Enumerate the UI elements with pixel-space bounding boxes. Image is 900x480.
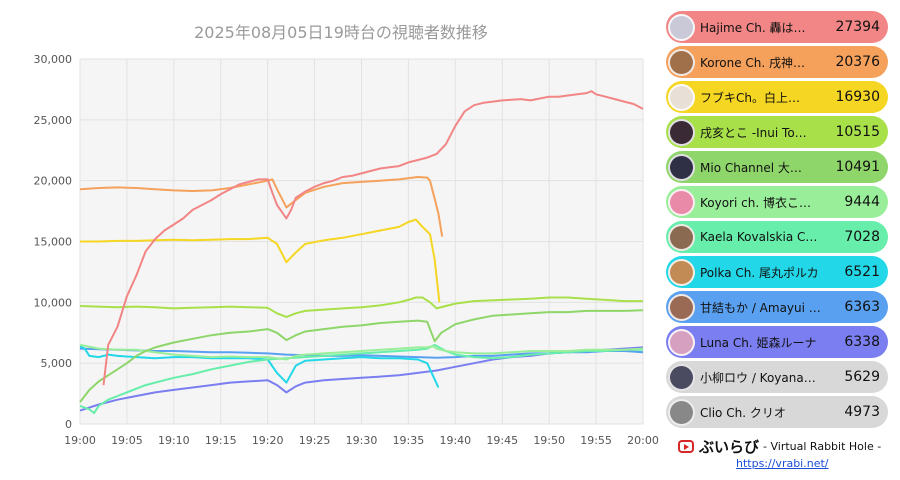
- legend-item: 甘結もか / Amayui … 6363: [666, 291, 888, 323]
- x-tick-label: 19:50: [533, 434, 565, 447]
- brand-name: ぶいらび: [699, 438, 760, 456]
- series-line: [80, 218, 441, 303]
- x-tick-label: 19:35: [393, 434, 425, 447]
- gridlines: [79, 58, 644, 425]
- legend-value: 27394: [835, 19, 880, 35]
- x-tick-label: 19:45: [486, 434, 518, 447]
- legend-name: Korone Ch. 戌神…: [700, 55, 806, 70]
- legend-name: Polka Ch. 尾丸ポルカ: [700, 265, 819, 280]
- x-tick-label: 19:15: [205, 434, 237, 447]
- legend-item: Koyori ch. 博衣こ… 9444: [666, 186, 888, 218]
- legend-name: 小柳ロウ / Koyana…: [700, 370, 816, 385]
- legend-name: Clio Ch. クリオ: [700, 405, 786, 420]
- legend-value: 16930: [835, 89, 880, 105]
- series-line: [79, 176, 444, 237]
- legend-item: Kaela Kovalskia C… 7028: [666, 221, 888, 253]
- legend-name: Kaela Kovalskia C…: [700, 230, 818, 244]
- legend-value: 20376: [835, 54, 880, 70]
- x-tick-label: 19:30: [346, 434, 378, 447]
- y-tick-label: 20,000: [34, 175, 73, 188]
- brand-subtitle: - Virtual Rabbit Hole -: [763, 440, 882, 453]
- legend-value: 10515: [835, 124, 880, 140]
- legend-item: Clio Ch. クリオ 4973: [666, 396, 888, 428]
- series-line: [79, 309, 644, 403]
- legend-name: フブキCh。白上…: [700, 90, 800, 105]
- footer: ぶいらび - Virtual Rabbit Hole - https://vra…: [666, 432, 900, 480]
- avatar: [668, 293, 695, 321]
- legend-value: 7028: [844, 229, 880, 245]
- footer-brand: ぶいらび - Virtual Rabbit Hole -: [678, 436, 881, 457]
- x-axis: 19:00 19:05 19:10 19:15 19:20 19:25 19:30 19:35…: [64, 434, 659, 447]
- y-tick-label: 5,000: [41, 357, 73, 370]
- y-tick-label: 30,000: [34, 53, 73, 66]
- y-tick-label: 10,000: [34, 296, 73, 309]
- legend-item: フブキCh。白上… 16930: [666, 81, 888, 113]
- legend-name: Koyori ch. 博衣こ…: [700, 195, 811, 210]
- legend-value: 6338: [844, 334, 880, 350]
- y-tick-label: 0: [65, 418, 72, 431]
- legend-value: 4973: [844, 404, 880, 420]
- series-line: [102, 90, 644, 386]
- legend-item: Korone Ch. 戌神… 20376: [666, 46, 888, 78]
- x-tick-label: 19:25: [299, 434, 331, 447]
- legend-value: 6521: [844, 264, 880, 280]
- series-line: [79, 343, 644, 361]
- avatar: [668, 153, 695, 181]
- chart-area: 0 5,000 10,000 15,000 20,000 25,000 30,000 19:…: [34, 23, 659, 447]
- avatar: [668, 223, 695, 251]
- legend-value: 9444: [844, 194, 880, 210]
- series-lines: [79, 90, 644, 415]
- legend-name: Luna Ch. 姫森ルーナ: [700, 335, 817, 350]
- x-tick-label: 19:00: [64, 434, 96, 447]
- x-tick-label: 19:10: [158, 434, 190, 447]
- legend-item: Polka Ch. 尾丸ポルカ 6521: [666, 256, 888, 288]
- chart-title: 2025年08月05日19時台の視聴者数推移: [194, 23, 488, 42]
- legend-value: 10491: [835, 159, 880, 175]
- avatar: [668, 363, 695, 391]
- avatar: [668, 118, 695, 146]
- x-tick-label: 20:00: [627, 434, 659, 447]
- line-chart: 0 5,000 10,000 15,000 20,000 25,000 30,000 19:…: [34, 23, 659, 447]
- legend-value: 5629: [844, 369, 880, 385]
- avatar: [668, 48, 695, 76]
- avatar: [668, 328, 695, 356]
- legend-name: Mio Channel 大…: [700, 160, 802, 175]
- x-tick-label: 19:55: [580, 434, 612, 447]
- legend-item: 小柳ロウ / Koyana… 5629: [666, 361, 888, 393]
- legend-item: 戌亥とこ -Inui To… 10515: [666, 116, 888, 148]
- avatar: [668, 188, 695, 216]
- avatar: [668, 258, 695, 286]
- y-tick-label: 15,000: [34, 236, 73, 249]
- legend-value: 6363: [844, 299, 880, 315]
- youtube-play-icon: [678, 440, 694, 453]
- legend-name: 甘結もか / Amayui …: [700, 300, 821, 315]
- legend-name: 戌亥とこ -Inui To…: [700, 125, 807, 140]
- legend-item: Hajime Ch. 轟は… 27394: [666, 11, 888, 43]
- legend-name: Hajime Ch. 轟は…: [700, 20, 806, 35]
- x-tick-label: 19:40: [439, 434, 471, 447]
- site-link[interactable]: https://vrabi.net/: [736, 457, 829, 470]
- legend-item: Mio Channel 大… 10491: [666, 151, 888, 183]
- legend: Hajime Ch. 轟は… 27394 Korone Ch. 戌神… 20376 フブ…: [666, 11, 892, 431]
- avatar: [668, 13, 695, 41]
- y-tick-label: 25,000: [34, 114, 73, 127]
- avatar: [668, 398, 695, 426]
- series-line: [79, 343, 643, 415]
- legend-item: Luna Ch. 姫森ルーナ 6338: [666, 326, 888, 358]
- y-axis: 0 5,000 10,000 15,000 20,000 25,000 30,000: [34, 53, 73, 431]
- x-tick-label: 19:20: [252, 434, 284, 447]
- x-tick-label: 19:05: [111, 434, 143, 447]
- avatar: [668, 83, 695, 111]
- series-line: [79, 296, 643, 318]
